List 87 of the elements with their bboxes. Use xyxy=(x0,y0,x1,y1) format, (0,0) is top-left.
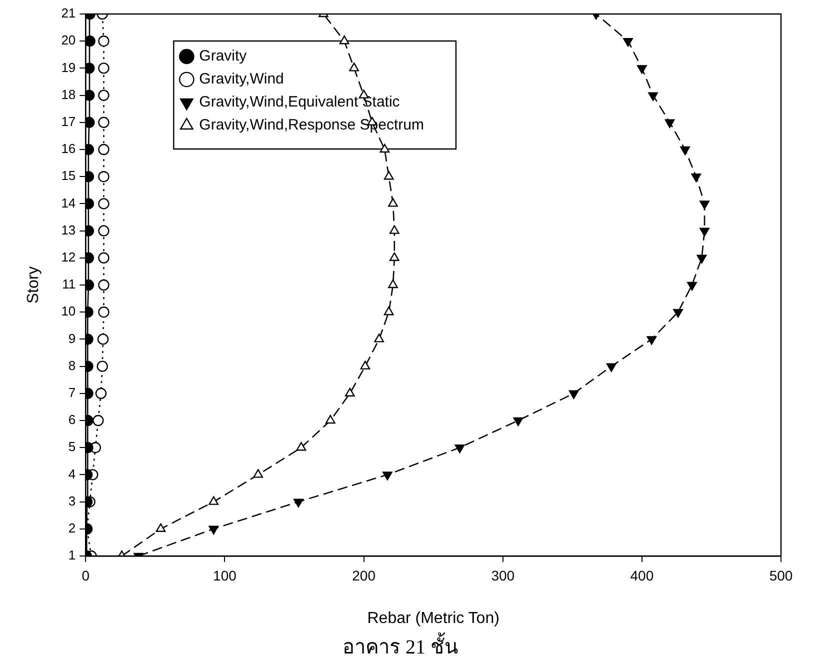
point xyxy=(700,200,710,210)
point xyxy=(673,309,684,318)
point xyxy=(98,252,110,264)
point xyxy=(606,363,616,372)
legend-label: Gravity xyxy=(199,48,248,65)
point xyxy=(349,62,359,72)
point xyxy=(344,388,355,396)
y-tick-label: 6 xyxy=(68,412,76,428)
point xyxy=(454,444,465,454)
point xyxy=(325,414,336,424)
point xyxy=(98,279,110,291)
y-tick-label: 19 xyxy=(61,60,76,75)
y-tick-label: 15 xyxy=(61,168,76,184)
point xyxy=(568,390,579,399)
text: อาคาร 21 ชั้น xyxy=(342,632,458,658)
y-tick-label: 21 xyxy=(61,6,76,21)
x-tick-label: 100 xyxy=(213,567,237,584)
point xyxy=(98,144,110,156)
point xyxy=(696,254,707,264)
y-tick-label: 10 xyxy=(61,304,76,319)
y-tick-label: 14 xyxy=(61,195,76,210)
y-tick-label: 13 xyxy=(61,222,76,238)
x-tick-label: 200 xyxy=(352,567,376,584)
point xyxy=(253,469,264,478)
y-tick-label: 9 xyxy=(68,330,76,346)
point xyxy=(98,306,110,318)
y-tick-label: 17 xyxy=(61,114,76,129)
point xyxy=(389,225,400,234)
y-tick-label: 2 xyxy=(68,520,76,536)
y-tick-label: 8 xyxy=(68,358,76,373)
point xyxy=(388,279,398,288)
point xyxy=(96,360,108,372)
legend-label: Gravity,Wind xyxy=(199,70,284,88)
point xyxy=(92,414,104,426)
y-tick-label: 11 xyxy=(62,276,76,292)
y-tick-label: 18 xyxy=(61,86,76,102)
x-tick-label: 0 xyxy=(82,567,90,584)
point xyxy=(98,116,110,128)
point xyxy=(687,282,697,291)
point xyxy=(98,36,110,47)
point xyxy=(700,228,710,236)
point xyxy=(294,498,304,508)
point xyxy=(680,146,690,156)
point xyxy=(384,171,394,180)
x-tick-label: 300 xyxy=(491,567,515,584)
y-tick-label: 1 xyxy=(68,548,76,563)
point xyxy=(374,334,384,342)
point xyxy=(388,198,398,207)
point xyxy=(296,442,306,451)
x-tick-label: 500 xyxy=(769,567,793,584)
point xyxy=(208,526,219,534)
point xyxy=(97,334,109,345)
y-tick-label: 12 xyxy=(61,249,76,264)
y-tick-label: 20 xyxy=(61,32,76,48)
point xyxy=(208,496,219,505)
point xyxy=(691,174,702,182)
point xyxy=(86,36,96,47)
point xyxy=(98,90,110,101)
y-tick-label: 16 xyxy=(61,141,76,156)
point xyxy=(637,65,647,74)
point xyxy=(86,90,95,101)
point xyxy=(384,306,394,316)
y-tick-label: 4 xyxy=(68,466,76,482)
point xyxy=(389,252,400,261)
x-axis-title: Rebar (Metric Ton) xyxy=(367,610,500,627)
point xyxy=(646,336,657,345)
point xyxy=(98,225,110,236)
y-axis-title: Story xyxy=(25,266,42,304)
point xyxy=(513,417,524,426)
point xyxy=(623,38,633,47)
point xyxy=(86,116,95,128)
point xyxy=(86,62,95,74)
y-tick-label: 3 xyxy=(68,493,76,508)
point xyxy=(156,523,166,532)
point xyxy=(664,119,675,128)
y-tick-label: 7 xyxy=(68,384,76,400)
point xyxy=(95,388,107,399)
y-tick-label: 5 xyxy=(68,439,76,454)
point xyxy=(339,36,350,44)
point xyxy=(648,92,658,101)
point xyxy=(98,198,110,210)
point xyxy=(98,62,110,74)
point xyxy=(98,171,110,182)
point xyxy=(382,472,392,480)
point xyxy=(360,360,370,370)
x-tick-label: 400 xyxy=(630,567,654,584)
point xyxy=(380,144,390,153)
